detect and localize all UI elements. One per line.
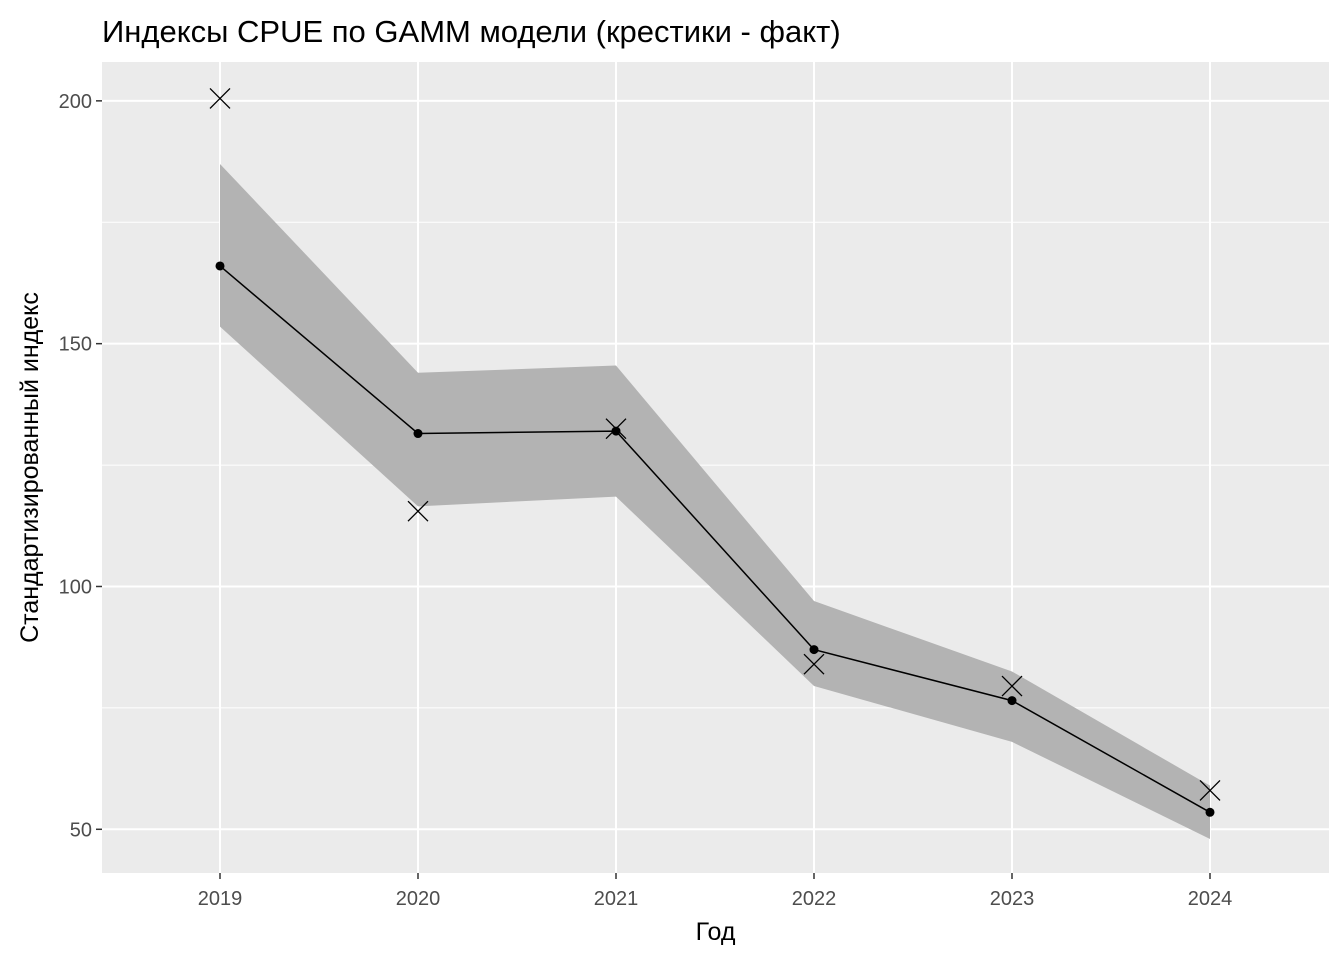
y-tick-label-150: 150 [59,334,92,356]
model-point-2023 [1007,696,1017,706]
x-tick-label-2023: 2023 [990,888,1035,910]
x-axis-title: Год [696,918,736,946]
model-point-2024 [1205,807,1215,817]
y-axis: 50 100 150 200 [59,91,102,841]
observed-cross-2024 [1199,779,1221,801]
x-axis: 2019 2020 2021 2022 2023 2024 [198,873,1233,910]
confidence-band-layer [220,163,1210,840]
x-tick-label-2020: 2020 [396,888,441,910]
cross-stroke [407,500,429,522]
observed-cross-2023 [1001,675,1023,697]
x-tick-label-2022: 2022 [792,888,837,910]
x-tick-label-2024: 2024 [1188,888,1233,910]
y-tick-label-50: 50 [70,819,92,841]
observed-cross-2022 [803,653,825,675]
cross-stroke [209,87,231,109]
observed-cross-2019 [209,87,231,109]
y-tick-label-100: 100 [59,576,92,598]
observed-crosses-layer [209,87,1221,801]
model-line [219,265,1211,813]
cross-stroke [605,418,627,440]
y-tick-label-200: 200 [59,91,92,113]
model-point-2021 [611,426,621,436]
x-tick-label-2021: 2021 [594,888,639,910]
model-points-layer [215,261,1215,817]
model-point-2019 [215,261,225,271]
confidence-band [220,163,1210,840]
observed-cross-2021 [605,418,627,440]
cross-stroke [1199,779,1221,801]
cross-stroke [803,653,825,675]
y-axis-title: Стандартизированный индекс [16,292,44,643]
model-line-layer [219,265,1211,813]
observed-cross-2020 [407,500,429,522]
chart-title: Индексы CPUE по GAMM модели (крестики - … [102,14,841,49]
model-point-2022 [809,645,819,655]
cross-stroke [1001,675,1023,697]
x-tick-label-2019: 2019 [198,888,243,910]
model-point-2020 [413,429,423,439]
minor-gridlines [102,221,1329,709]
